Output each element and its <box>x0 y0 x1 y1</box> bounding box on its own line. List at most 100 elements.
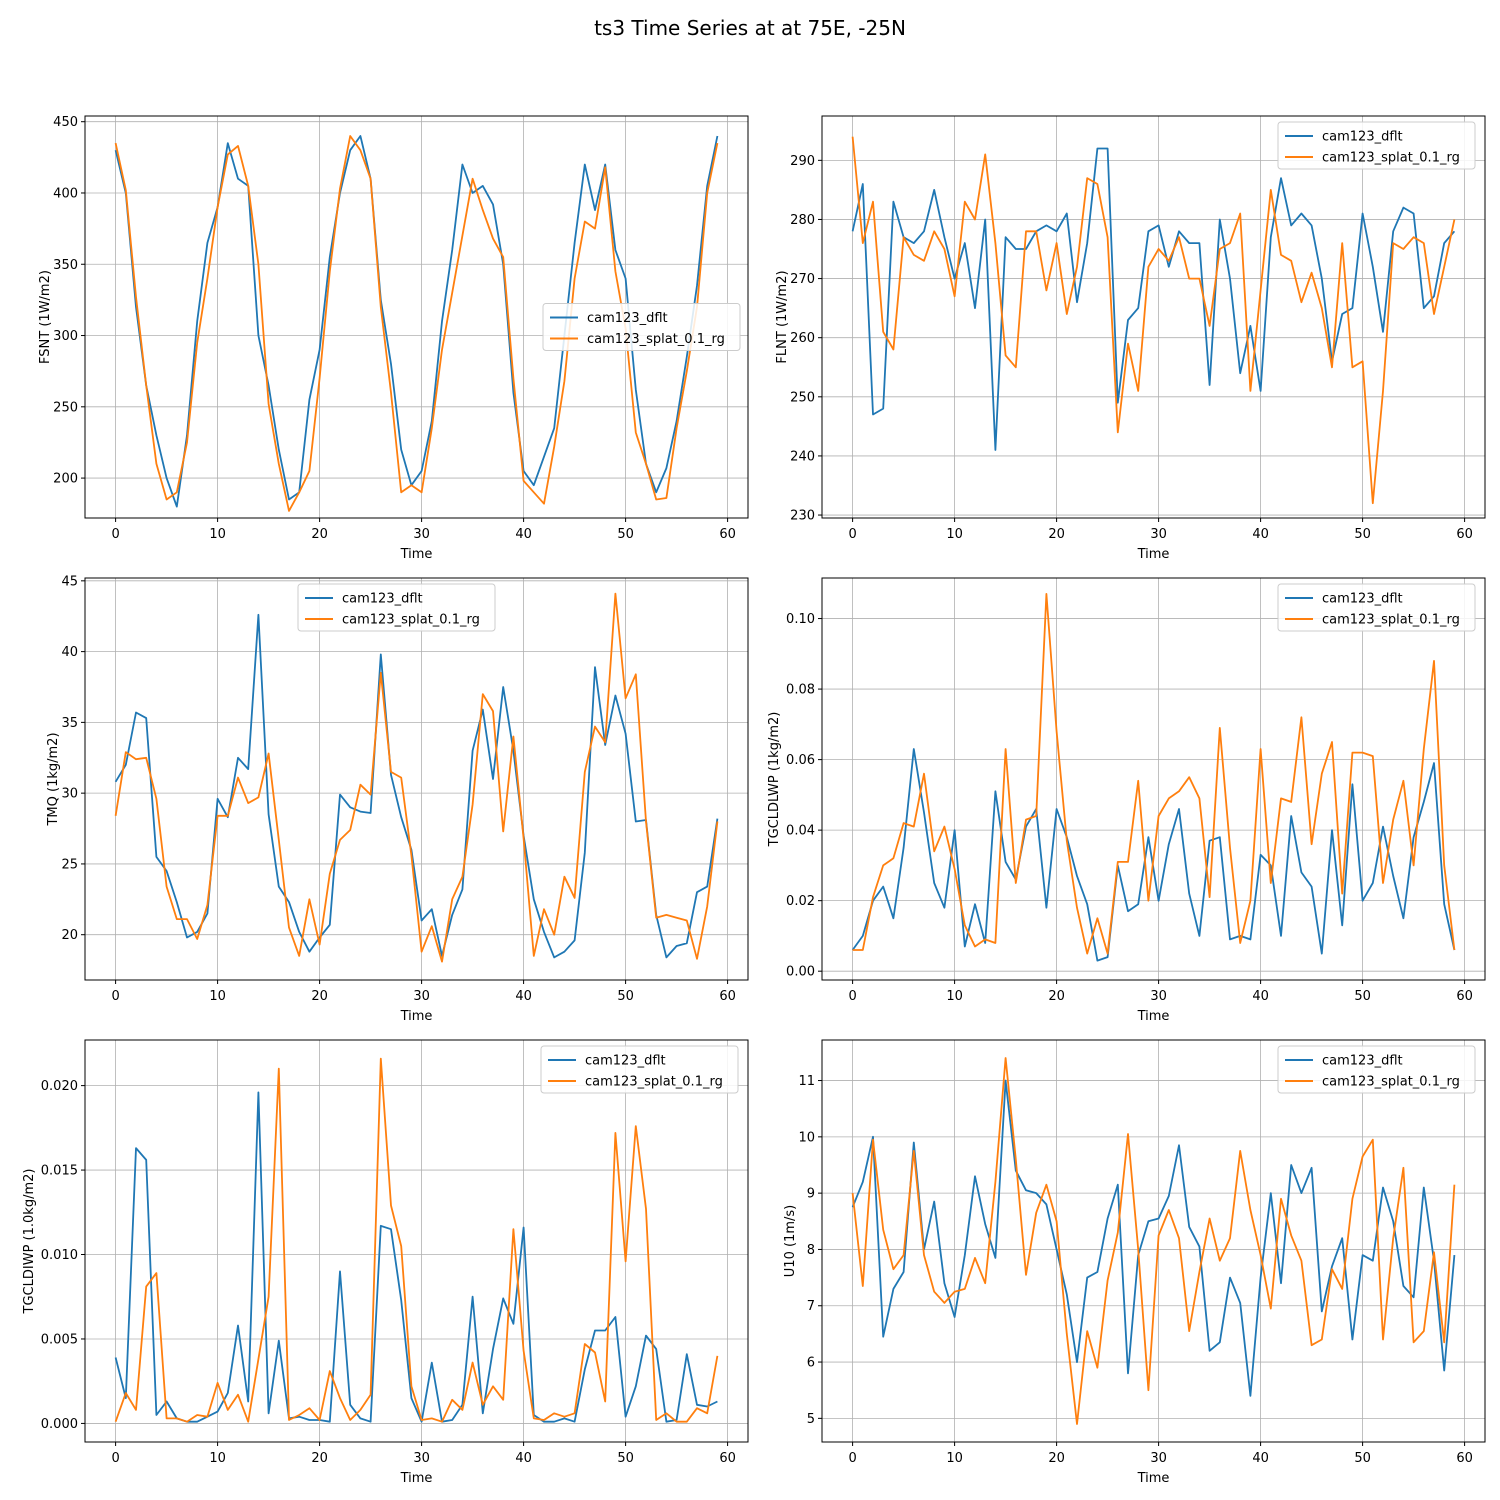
x-tick-label: 0 <box>848 1451 856 1466</box>
y-tick-label: 45 <box>61 574 78 589</box>
x-tick-label: 50 <box>617 527 634 542</box>
x-tick-label: 60 <box>719 527 736 542</box>
y-axis-label: TGCLDIWP (1.0kg/m2) <box>22 1169 37 1315</box>
chart-panel-6: 0 10 20 30 40 50 60 5 6 7 8 9 10 11 Time U10 (1m/s) cam1… <box>783 1039 1486 1486</box>
x-tick-label: 0 <box>848 527 856 542</box>
legend-label: cam123_splat_0.1_rg <box>585 1075 723 1090</box>
series-line-cam123-splat <box>852 593 1456 955</box>
legend-label: cam123_splat_0.1_rg <box>342 613 480 628</box>
x-tick-label: 20 <box>311 1451 328 1466</box>
x-tick-label: 30 <box>1150 989 1167 1004</box>
legend: cam123_dflt cam123_splat_0.1_rg <box>1277 121 1476 170</box>
x-tick-label: 50 <box>617 989 634 1004</box>
y-tick-label: 35 <box>61 716 78 731</box>
x-tick-label: 30 <box>1150 527 1167 542</box>
y-tick-label: 0.000 <box>41 1417 78 1432</box>
y-tick-label: 0.02 <box>786 894 815 909</box>
x-tick-label: 0 <box>848 989 856 1004</box>
y-tick-label: 290 <box>790 154 815 169</box>
x-tick-label: 60 <box>719 989 736 1004</box>
y-tick-label: 0.10 <box>786 612 815 627</box>
x-tick-label: 10 <box>209 527 226 542</box>
series-line-cam123-dflt <box>851 1079 1456 1397</box>
x-tick-label: 40 <box>515 989 532 1004</box>
x-tick-label: 10 <box>946 1451 963 1466</box>
x-tick-label: 40 <box>1252 989 1269 1004</box>
y-tick-label: 25 <box>61 857 78 872</box>
y-tick-label: 0.005 <box>41 1332 78 1347</box>
chart-panel-1: 0 10 20 30 40 50 60 200 250 300 350 400 450 Time FSNT … <box>38 115 749 562</box>
series-line-cam123-splat <box>114 592 719 963</box>
series-line-cam123-splat <box>114 135 719 512</box>
y-tick-label: 250 <box>53 400 78 415</box>
legend-label: cam123_splat_0.1_rg <box>1322 1075 1460 1090</box>
y-tick-label: 270 <box>790 272 815 287</box>
y-tick-label: 230 <box>790 509 815 524</box>
y-tick-label: 40 <box>61 645 78 660</box>
y-tick-label: 8 <box>807 1243 815 1258</box>
x-tick-label: 60 <box>1456 1451 1473 1466</box>
y-tick-label: 9 <box>807 1187 815 1202</box>
legend: cam123_dflt cam123_splat_0.1_rg <box>297 583 496 632</box>
legend-box <box>297 583 496 632</box>
x-tick-label: 30 <box>1150 1451 1167 1466</box>
y-tick-label: 6 <box>807 1356 815 1371</box>
y-tick-label: 20 <box>61 928 78 943</box>
x-tick-label: 20 <box>1048 527 1065 542</box>
y-tick-label: 250 <box>790 390 815 405</box>
legend-label: cam123_dflt <box>585 1054 666 1069</box>
legend: cam123_dflt cam123_splat_0.1_rg <box>540 1045 739 1094</box>
y-axis-label: TGCLDLWP (1kg/m2) <box>767 712 782 848</box>
x-tick-label: 40 <box>1252 1451 1269 1466</box>
x-tick-label: 0 <box>111 1451 119 1466</box>
plot-frame <box>821 577 1486 981</box>
series-line-cam123-splat <box>851 136 1456 505</box>
figure-title: ts3 Time Series at at 75E, -25N <box>594 16 906 40</box>
legend-label: cam123_splat_0.1_rg <box>1322 151 1460 166</box>
x-tick-label: 10 <box>209 989 226 1004</box>
legend-box <box>542 303 741 351</box>
x-tick-label: 20 <box>1048 1451 1065 1466</box>
y-tick-label: 0.00 <box>786 965 815 980</box>
legend-label: cam123_splat_0.1_rg <box>1322 613 1460 628</box>
x-tick-label: 10 <box>946 989 963 1004</box>
x-axis-label: Time <box>400 1009 433 1024</box>
x-tick-label: 0 <box>111 527 119 542</box>
y-tick-label: 5 <box>807 1412 815 1427</box>
legend-box <box>1277 121 1476 170</box>
legend: cam123_dflt cam123_splat_0.1_rg <box>1277 583 1476 632</box>
plot-frame <box>84 1039 749 1443</box>
y-tick-label: 0.015 <box>41 1164 78 1179</box>
legend-label: cam123_dflt <box>1322 592 1403 607</box>
y-tick-label: 0.06 <box>786 753 815 768</box>
chart-panel-3: 0 10 20 30 40 50 60 20 25 30 35 40 45 Time TMQ (1kg/m2… <box>46 574 749 1024</box>
legend: cam123_dflt cam123_splat_0.1_rg <box>1277 1045 1476 1094</box>
x-tick-label: 50 <box>1354 527 1371 542</box>
x-tick-label: 30 <box>413 989 430 1004</box>
plot-frame <box>821 115 1486 519</box>
y-tick-label: 260 <box>790 331 815 346</box>
y-tick-label: 11 <box>798 1074 815 1089</box>
legend-label: cam123_dflt <box>342 592 423 607</box>
y-tick-label: 280 <box>790 213 815 228</box>
legend-label: cam123_dflt <box>1322 130 1403 145</box>
y-axis-label: TMQ (1kg/m2) <box>46 732 61 826</box>
x-tick-label: 60 <box>1456 989 1473 1004</box>
y-tick-label: 0.010 <box>41 1248 78 1263</box>
y-tick-label: 0.04 <box>786 824 815 839</box>
y-tick-label: 7 <box>807 1299 815 1314</box>
y-tick-label: 400 <box>53 186 78 201</box>
x-tick-label: 50 <box>1354 1451 1371 1466</box>
x-axis-label: Time <box>400 1471 433 1486</box>
x-tick-label: 20 <box>311 989 328 1004</box>
x-tick-label: 40 <box>515 527 532 542</box>
x-tick-label: 40 <box>515 1451 532 1466</box>
y-tick-label: 300 <box>53 329 78 344</box>
legend-label: cam123_dflt <box>587 311 668 326</box>
x-tick-label: 20 <box>1048 989 1065 1004</box>
x-axis-label: Time <box>1137 1471 1170 1486</box>
x-tick-label: 30 <box>413 527 430 542</box>
chart-panel-2: 0 10 20 30 40 50 60 230 240 250 260 270 280 290 Time FL… <box>775 115 1486 562</box>
x-tick-label: 30 <box>413 1451 430 1466</box>
